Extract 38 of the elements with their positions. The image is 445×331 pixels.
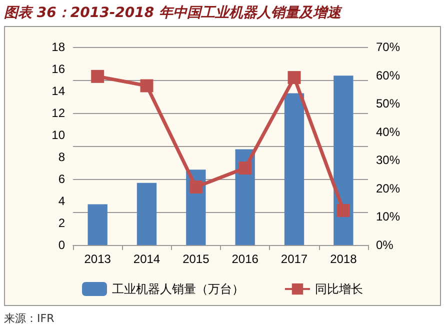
y2-tick-label: 50% (376, 96, 400, 111)
bar (284, 93, 304, 245)
y2-tick-label: 40% (376, 124, 400, 139)
y-tick-label: 2 (58, 216, 66, 230)
legend-label: 同比增长 (315, 282, 363, 296)
x-tick-label: 2016 (232, 252, 259, 266)
y2-tick-label: 0% (376, 238, 394, 252)
x-tick-label: 2014 (133, 252, 160, 266)
y2-tick-label: 10% (376, 210, 400, 224)
y2-tick-label: 70% (376, 40, 400, 54)
point (91, 70, 104, 83)
point (238, 162, 252, 175)
x-tick-label: 2015 (182, 252, 210, 266)
y-tick-label: 16 (52, 62, 66, 76)
y2-tick-label: 60% (376, 68, 400, 82)
point (288, 71, 301, 84)
y2-tick-label: 30% (376, 153, 400, 168)
y-tick-label: 10 (52, 128, 66, 142)
y-tick-label: 14 (52, 84, 66, 98)
x-tick-label: 2017 (280, 252, 308, 266)
bar (334, 76, 354, 245)
legend-label: 工业机器人销量（万台） (112, 282, 244, 296)
y-tick-label: 0 (58, 238, 66, 252)
x-tick-label: 2013 (84, 252, 112, 266)
y-tick-label: 12 (52, 106, 66, 120)
bar (136, 182, 157, 245)
chart-title: 图表 36：2013-2018 年中国工业机器人销量及增速 (4, 4, 341, 22)
y-tick-label: 18 (52, 40, 66, 54)
y-tick-label: 4 (58, 194, 66, 208)
y-tick-label: 6 (58, 172, 66, 186)
point (140, 79, 154, 92)
point (189, 180, 202, 194)
x-tick-label: 2018 (330, 252, 358, 266)
point (336, 204, 350, 217)
y-tick-label: 8 (58, 150, 66, 164)
source-note: 来源：IFR (4, 311, 54, 326)
bar (88, 204, 108, 245)
y2-tick-label: 20% (376, 181, 400, 196)
